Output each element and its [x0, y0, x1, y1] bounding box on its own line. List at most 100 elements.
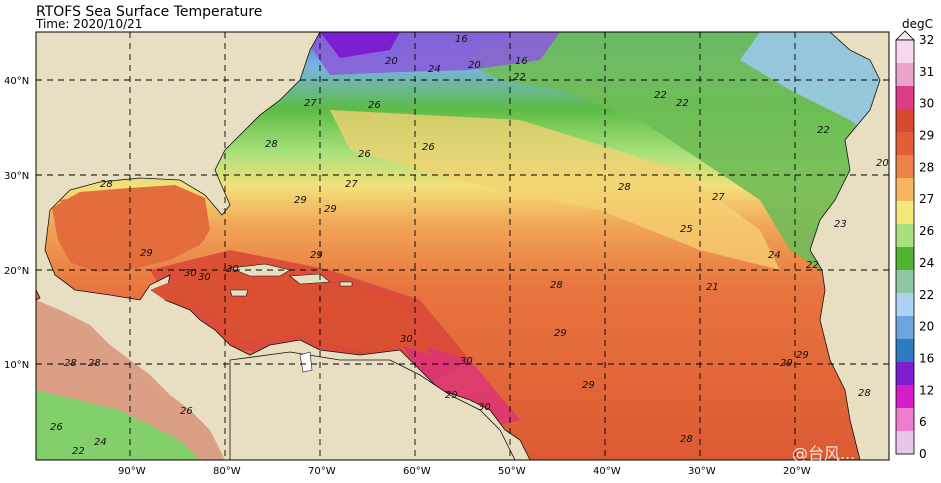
island-puerto-rico: [339, 281, 353, 287]
colorbar-tick-label: 29: [919, 129, 934, 143]
cold-water-northeast: [740, 32, 889, 150]
colorbar-swatch: [896, 247, 914, 271]
lake-maracaibo: [299, 351, 313, 373]
contour-label: 22: [513, 72, 526, 83]
contour-label: 28: [88, 358, 101, 369]
lat-label: 40°N: [4, 76, 29, 87]
contour-label: 29: [140, 248, 153, 259]
lon-label: 60°W: [403, 466, 431, 477]
contour-label: 26: [358, 149, 371, 160]
latitude-labels: 40°N 30°N 20°N 10°N: [4, 76, 29, 371]
contour-label: 28: [858, 388, 871, 399]
contour-label: 29: [445, 390, 458, 401]
colorbar-swatch: [896, 63, 914, 87]
colorbar-swatch: [896, 339, 914, 363]
contour-label: 22: [806, 260, 819, 271]
contour-label: 24: [428, 64, 441, 75]
lat-label: 30°N: [4, 171, 29, 182]
colorbar-swatch: [896, 86, 914, 110]
contour-label: 30: [184, 268, 197, 279]
lon-label: 70°W: [308, 466, 336, 477]
contour-label: 21: [706, 282, 719, 293]
colorbar-swatch: [896, 40, 914, 64]
land-americas: [36, 32, 531, 460]
colorbar-tick-label: 31: [919, 65, 934, 79]
contour-label: 24: [94, 437, 107, 448]
colorbar-swatches: [896, 40, 914, 455]
contour-label: 29: [324, 204, 337, 215]
contour-label: 26: [50, 422, 63, 433]
contour-label: 16: [455, 34, 468, 45]
colorbar-swatch: [896, 316, 914, 340]
colorbar-labels: 32 31 30 29 28 27 26 24 22 20 16 12 6 0: [919, 33, 934, 461]
contour-label: 22: [72, 446, 85, 457]
contour-label: 29: [780, 358, 793, 369]
colorbar-tick-label: 30: [919, 97, 934, 111]
contour-label: 26: [422, 142, 435, 153]
lon-label: 90°W: [118, 466, 146, 477]
lat-label: 10°N: [4, 360, 29, 371]
colorbar-swatch: [896, 109, 914, 133]
colorbar-swatch: [896, 132, 914, 156]
contour-label: 29: [796, 350, 809, 361]
pacific-southwest-water: [36, 390, 200, 460]
map-area: [36, 32, 889, 460]
colorbar-tick-label: 20: [919, 320, 934, 334]
contour-label: 29: [310, 250, 323, 261]
colorbar-swatch: [896, 362, 914, 386]
colorbar-tick-label: 0: [919, 447, 927, 461]
colorbar-swatch: [896, 178, 914, 202]
colorbar-swatch: [896, 385, 914, 409]
contour-label: 27: [345, 179, 358, 190]
contour-label: 28: [550, 280, 563, 291]
contour-label: 27: [712, 192, 725, 203]
colorbar-tick-label: 16: [919, 352, 934, 366]
lon-label: 50°W: [498, 466, 526, 477]
contour-label: 29: [554, 328, 567, 339]
lon-label: 20°W: [783, 466, 811, 477]
graticule: [36, 32, 889, 460]
contour-label: 24: [768, 250, 781, 261]
warm-band-mid: [330, 110, 780, 270]
colorbar-units: degC: [902, 17, 933, 31]
contour-label: 26: [368, 100, 381, 111]
map-time: Time: 2020/10/21: [36, 17, 143, 31]
cool-water-east: [460, 32, 889, 270]
contour-label: 30: [198, 272, 211, 283]
contour-label: 20: [468, 60, 481, 71]
contour-label: 28: [680, 434, 693, 445]
colorbar-frame: [895, 39, 915, 455]
contour-label: 28: [265, 139, 278, 150]
lon-label: 40°W: [593, 466, 621, 477]
map-frame: [35, 31, 890, 461]
contour-label: 16: [515, 56, 528, 67]
contour-labels: 16 16 20 20 24 22 22 22 22 26 26 26 27 2…: [50, 34, 889, 457]
colorbar-swatch: [896, 270, 914, 294]
contour-label: 26: [180, 406, 193, 417]
colorbar-swatch: [896, 408, 914, 432]
contour-label: 30: [478, 402, 491, 413]
contour-label: 23: [834, 219, 847, 230]
colorbar-swatch: [896, 293, 914, 317]
colorbar-top-arrow: [895, 30, 915, 41]
colorbar-tick-label: 32: [919, 33, 934, 47]
gulf-water-fill: [52, 185, 210, 272]
contour-label: 29: [294, 195, 307, 206]
map-title: RTOFS Sea Surface Temperature: [36, 4, 263, 20]
colorbar-swatch: [896, 155, 914, 179]
contour-label: 27: [304, 98, 317, 109]
longitude-labels: 90°W 80°W 70°W 60°W 50°W 40°W 30°W 20°W: [118, 466, 811, 477]
contour-label: 30: [400, 334, 413, 345]
lon-label: 30°W: [688, 466, 716, 477]
colorbar-tick-label: 22: [919, 288, 934, 302]
contour-label: 28: [618, 182, 631, 193]
contour-label: 30: [226, 264, 239, 275]
colorbar-swatch: [896, 431, 914, 455]
colorbar-tick-label: 6: [919, 415, 927, 429]
colorbar-tick-label: 12: [919, 383, 934, 397]
watermark-text: @台风...: [792, 444, 856, 463]
island-jamaica: [229, 289, 249, 297]
contour-label: 28: [64, 358, 77, 369]
contour-label: 30: [460, 356, 473, 367]
